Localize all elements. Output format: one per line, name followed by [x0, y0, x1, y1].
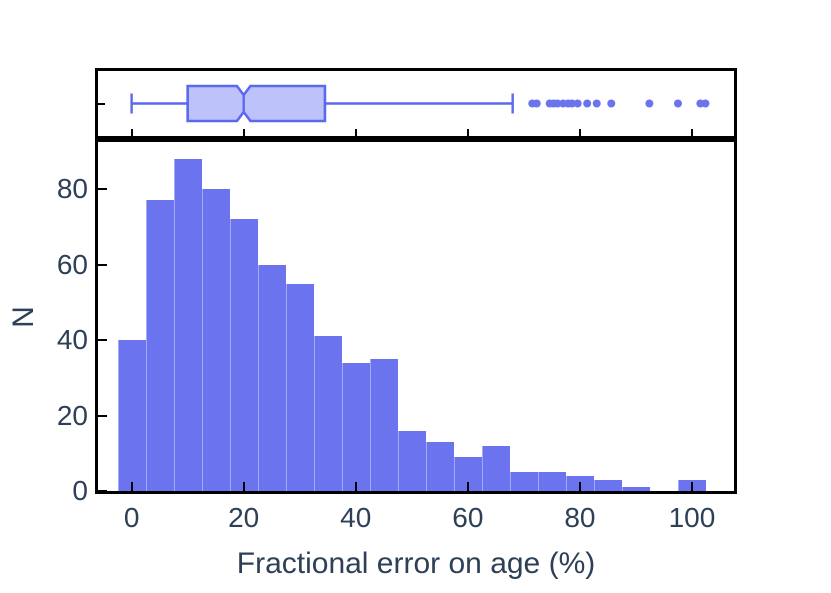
y-tick [98, 188, 107, 191]
outlier-dot [673, 99, 682, 108]
histogram-bar [341, 362, 370, 491]
histogram-bar [313, 336, 342, 491]
x-tick [690, 482, 693, 491]
histogram-bar [257, 264, 286, 491]
boxplot-plot-area [98, 71, 734, 136]
x-tick-label: 40 [340, 502, 372, 533]
histogram-bar [173, 158, 202, 491]
histogram-bar [397, 430, 426, 491]
histogram-bar [425, 441, 454, 491]
y-tick-label: 40 [56, 324, 88, 356]
outlier-dot [592, 99, 601, 108]
outlier-dot [583, 99, 592, 108]
y-tick [98, 102, 105, 105]
outlier-dot [553, 99, 562, 108]
x-tick-label: 20 [228, 502, 260, 533]
histogram-plot-area [98, 142, 734, 492]
histogram-bar [117, 340, 146, 491]
outlier-dot [568, 99, 577, 108]
x-tick [578, 129, 581, 136]
x-axis-title: Fractional error on age (%) [236, 547, 596, 580]
x-tick-label: 60 [452, 502, 484, 533]
y-tick-label: 0 [72, 475, 88, 506]
histogram-bar [593, 479, 622, 491]
outlier-dot [532, 99, 541, 108]
x-tick-label: 0 [123, 502, 140, 533]
y-tick-label: 60 [56, 248, 88, 280]
histogram-bar [145, 200, 174, 491]
x-tick [354, 482, 357, 491]
histogram-bar [285, 283, 314, 491]
x-tick [690, 129, 693, 136]
y-tick [98, 263, 107, 266]
histogram-bar [201, 189, 230, 491]
x-tick [242, 129, 245, 136]
outlier-dot [607, 99, 616, 108]
x-tick-label: 80 [564, 502, 596, 533]
y-tick-label: 20 [56, 399, 88, 431]
histogram-bar [509, 472, 538, 491]
y-tick-label: 80 [56, 173, 88, 205]
histogram-bar [229, 219, 258, 491]
x-tick [242, 482, 245, 491]
x-tick [354, 129, 357, 136]
box-body [186, 84, 327, 123]
x-tick [466, 129, 469, 136]
y-tick [98, 490, 107, 492]
x-tick [466, 482, 469, 491]
x-tick-label: 100 [668, 502, 716, 533]
histogram-bar [481, 445, 510, 491]
x-tick [578, 482, 581, 491]
y-axis-title: N [7, 306, 40, 328]
histogram-bar [537, 472, 566, 491]
x-tick [130, 129, 133, 136]
boxplot-svg [130, 84, 710, 123]
outlier-dot [701, 99, 710, 108]
x-tick [130, 482, 133, 491]
y-tick [98, 414, 107, 417]
y-tick [98, 339, 107, 342]
outlier-dot [573, 99, 582, 108]
histogram-panel [95, 139, 737, 494]
histogram-bar [369, 358, 398, 491]
boxplot-panel [95, 68, 737, 139]
outlier-dot [645, 99, 654, 108]
histogram-bar [621, 487, 650, 491]
